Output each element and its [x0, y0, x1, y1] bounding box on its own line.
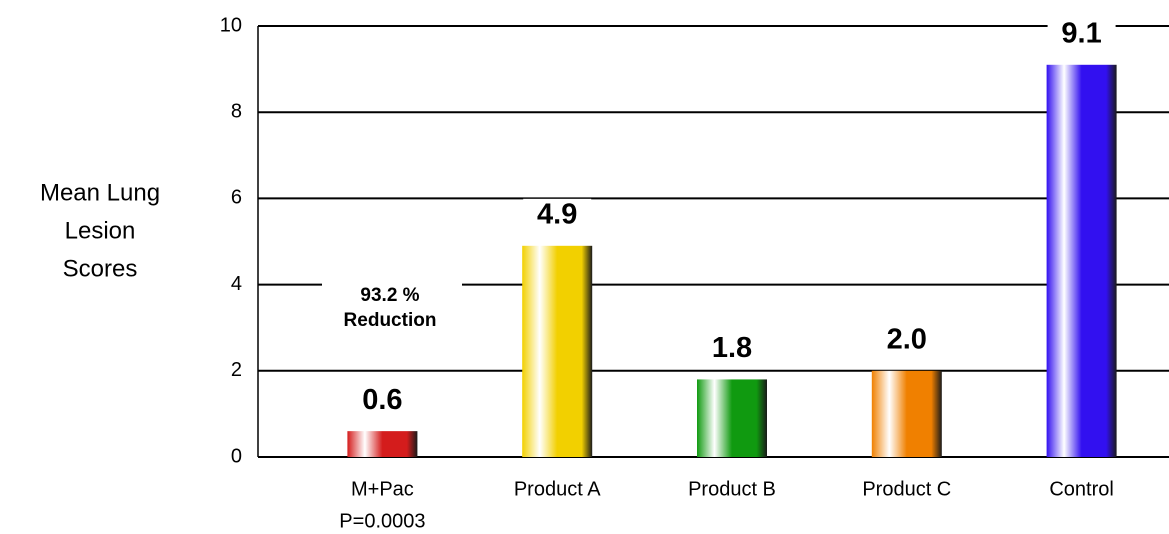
x-tick-label: Product B: [688, 478, 776, 500]
annotation-bg: [322, 280, 462, 335]
value-label-bg: [523, 198, 592, 233]
y-axis-label: Scores: [63, 255, 138, 282]
x-tick-label: Control: [1049, 478, 1113, 500]
bar: [522, 245, 593, 457]
value-label: 9.1: [1061, 17, 1101, 49]
value-label-bg: [698, 332, 766, 367]
y-tick-label: 2: [231, 359, 242, 381]
x-tick-label: Product A: [514, 478, 601, 500]
y-axis-label: Lesion: [65, 217, 136, 244]
value-label: 1.8: [712, 332, 752, 364]
annotation: Reduction: [344, 310, 437, 331]
value-label-bg: [1047, 17, 1116, 52]
category-note: P=0.0003: [339, 510, 425, 532]
annotation: 93.2 %: [360, 285, 419, 306]
value-label-bg: [872, 323, 941, 358]
y-tick-label: 10: [220, 14, 242, 36]
y-tick-label: 4: [231, 273, 242, 295]
y-tick-label: 0: [231, 445, 242, 467]
bar: [1046, 64, 1117, 457]
bar: [871, 370, 942, 457]
y-tick-label: 8: [231, 100, 242, 122]
value-label: 4.9: [537, 198, 577, 230]
x-tick-label: Product C: [862, 478, 951, 500]
bar: [347, 431, 418, 457]
x-tick-label: M+Pac: [351, 478, 414, 500]
y-tick-label: 6: [231, 187, 242, 209]
value-label: 2.0: [887, 323, 927, 355]
value-label-bg: [348, 384, 417, 419]
y-axis-label: Mean Lung: [40, 179, 160, 206]
value-label: 0.6: [362, 384, 402, 416]
bar: [697, 379, 767, 457]
